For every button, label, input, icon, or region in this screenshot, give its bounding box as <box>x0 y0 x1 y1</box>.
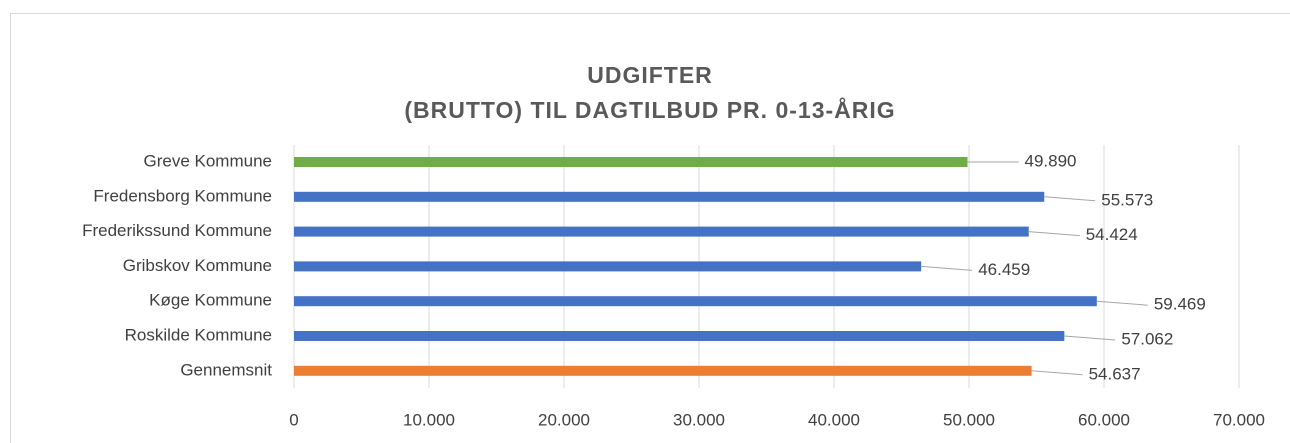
bar <box>294 331 1065 341</box>
data-label: 46.459 <box>978 260 1030 279</box>
data-label: 55.573 <box>1101 190 1153 209</box>
bar <box>294 157 968 167</box>
y-tick-label: Gribskov Kommune <box>123 256 272 275</box>
leader-line <box>921 265 973 271</box>
data-label: 54.424 <box>1086 225 1138 244</box>
leader-line <box>1044 196 1096 202</box>
x-tick-label: 60.000 <box>1078 410 1130 429</box>
y-tick-label: Gennemsnit <box>180 360 272 379</box>
data-label: 49.890 <box>1025 151 1077 170</box>
bar <box>294 261 922 272</box>
bar <box>294 191 1045 202</box>
x-tick-label: 30.000 <box>673 410 725 429</box>
y-tick-label: Roskilde Kommune <box>125 325 272 344</box>
bar <box>294 365 1032 376</box>
chart-title: (BRUTTO) TIL DAGTILBUD PR. 0-13-ÅRIG <box>404 96 895 123</box>
y-tick-label: Køge Kommune <box>149 291 272 310</box>
data-label: 59.469 <box>1154 295 1206 314</box>
x-tick-label: 10.000 <box>403 410 455 429</box>
y-tick-label: Fredensborg Kommune <box>93 186 272 205</box>
bar <box>294 296 1097 307</box>
bar <box>294 226 1029 237</box>
x-tick-label: 0 <box>289 410 298 429</box>
data-label: 57.062 <box>1121 329 1173 348</box>
leader-line <box>1064 335 1116 341</box>
y-tick-label: Frederikssund Kommune <box>82 221 272 240</box>
x-tick-label: 40.000 <box>808 410 860 429</box>
chart-title: UDGIFTER <box>587 62 713 88</box>
x-tick-label: 70.000 <box>1213 410 1265 429</box>
data-label: 54.637 <box>1089 364 1141 383</box>
x-tick-label: 20.000 <box>538 410 590 429</box>
leader-line <box>1096 300 1148 306</box>
leader-line <box>1031 370 1083 376</box>
leader-line <box>1028 231 1080 237</box>
y-tick-label: Greve Kommune <box>144 151 273 170</box>
x-tick-label: 50.000 <box>943 410 995 429</box>
